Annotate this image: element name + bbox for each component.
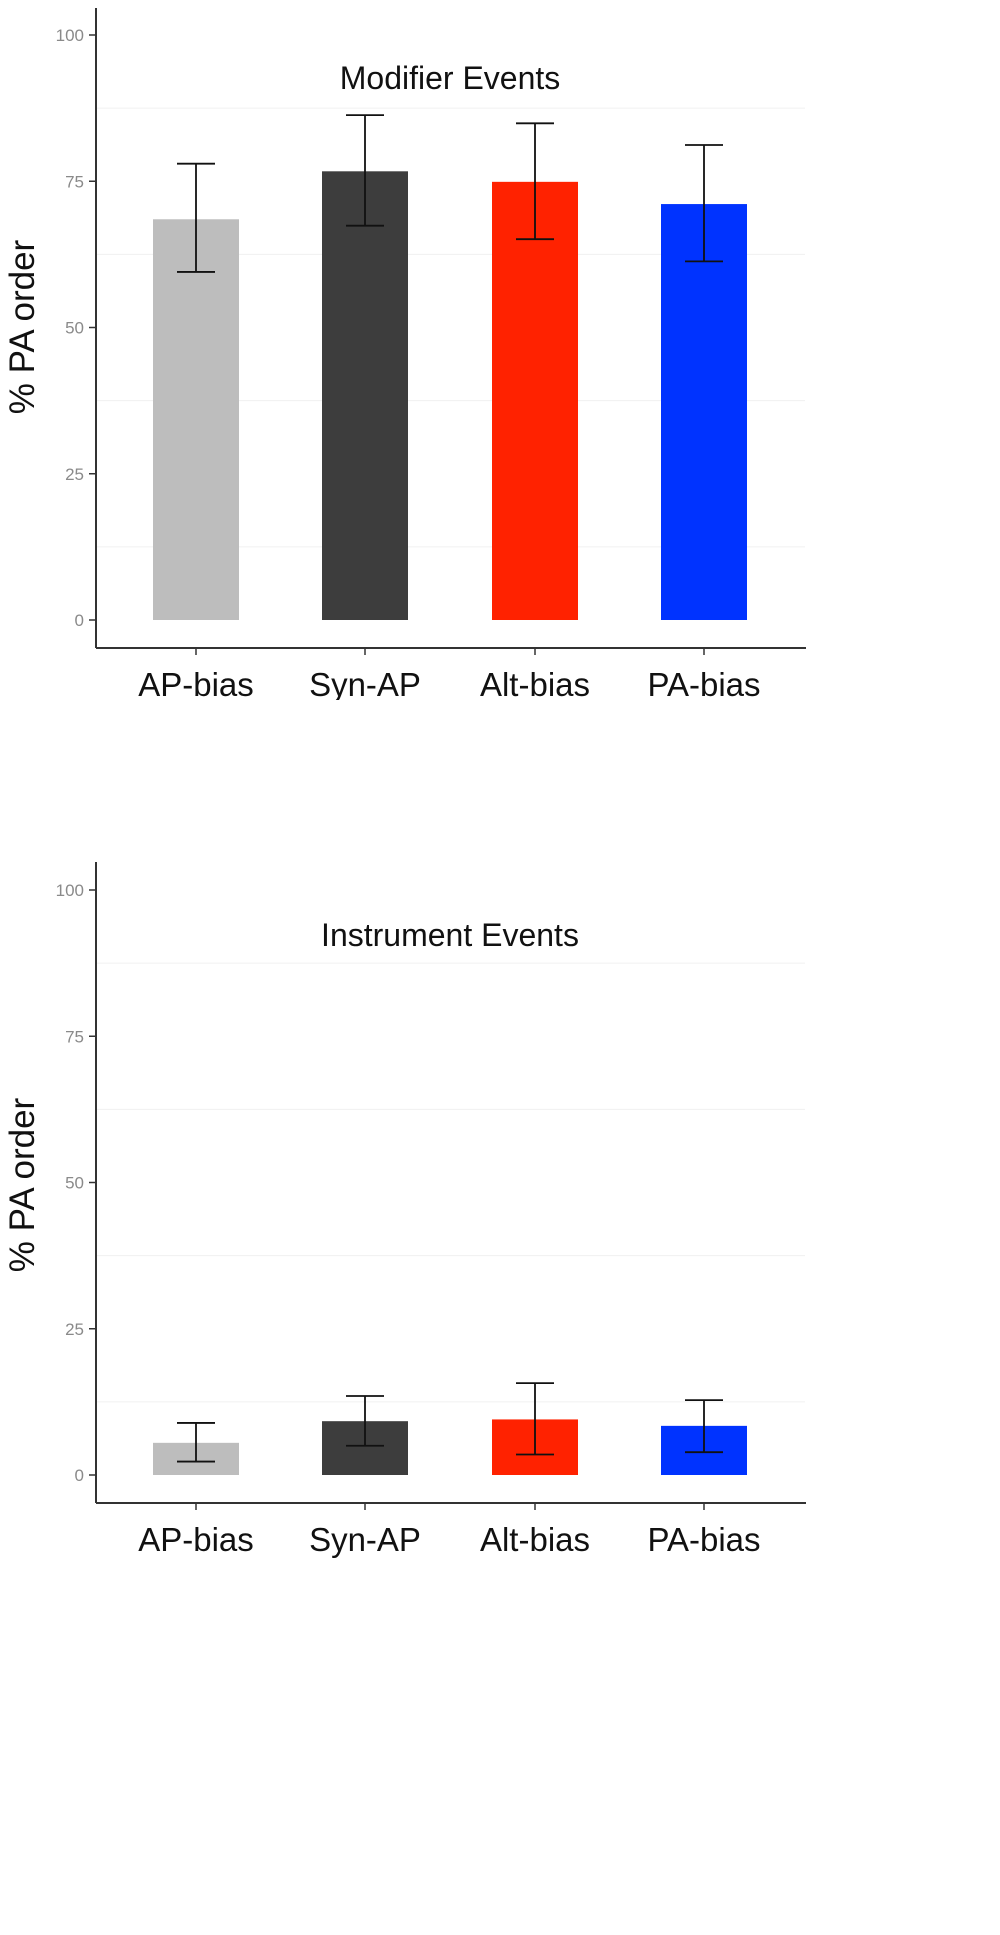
y-tick-label: 0: [75, 611, 84, 630]
y-tick-label: 25: [65, 1320, 84, 1339]
y-tick-label: 0: [75, 1466, 84, 1485]
y-axis-label: % PA order: [3, 1097, 42, 1272]
x-tick-label: AP-bias: [138, 666, 254, 700]
bar-ap-bias: [153, 219, 239, 620]
y-tick-label: 75: [65, 172, 84, 191]
chart-title: Instrument Events: [321, 917, 579, 953]
x-tick-label: Syn-AP: [309, 1521, 421, 1558]
bar-syn-ap: [322, 171, 408, 620]
y-tick-label: 100: [56, 26, 84, 45]
modifier-events-chart: Modifier Events % PA order 0 25 50 75 100 AP-…: [0, 0, 1000, 700]
y-tick-label: 50: [65, 319, 84, 338]
x-tick-label: Alt-bias: [480, 666, 590, 700]
x-tick-label: PA-bias: [647, 1521, 760, 1558]
x-tick-label: Syn-AP: [309, 666, 421, 700]
y-tick-label: 75: [65, 1027, 84, 1046]
modifier-events-plot: Modifier Events % PA order 0 25 50 75 100 AP-…: [3, 8, 806, 700]
y-tick-label: 100: [56, 881, 84, 900]
y-axis-label: % PA order: [3, 239, 42, 414]
chart-title: Modifier Events: [340, 60, 561, 96]
x-tick-label: AP-bias: [138, 1521, 254, 1558]
x-tick-label: PA-bias: [647, 666, 760, 700]
y-tick-label: 50: [65, 1174, 84, 1193]
y-tick-label: 25: [65, 465, 84, 484]
bar-alt-bias: [492, 181, 578, 620]
bar-pa-bias: [661, 204, 747, 620]
x-tick-label: Alt-bias: [480, 1521, 590, 1558]
